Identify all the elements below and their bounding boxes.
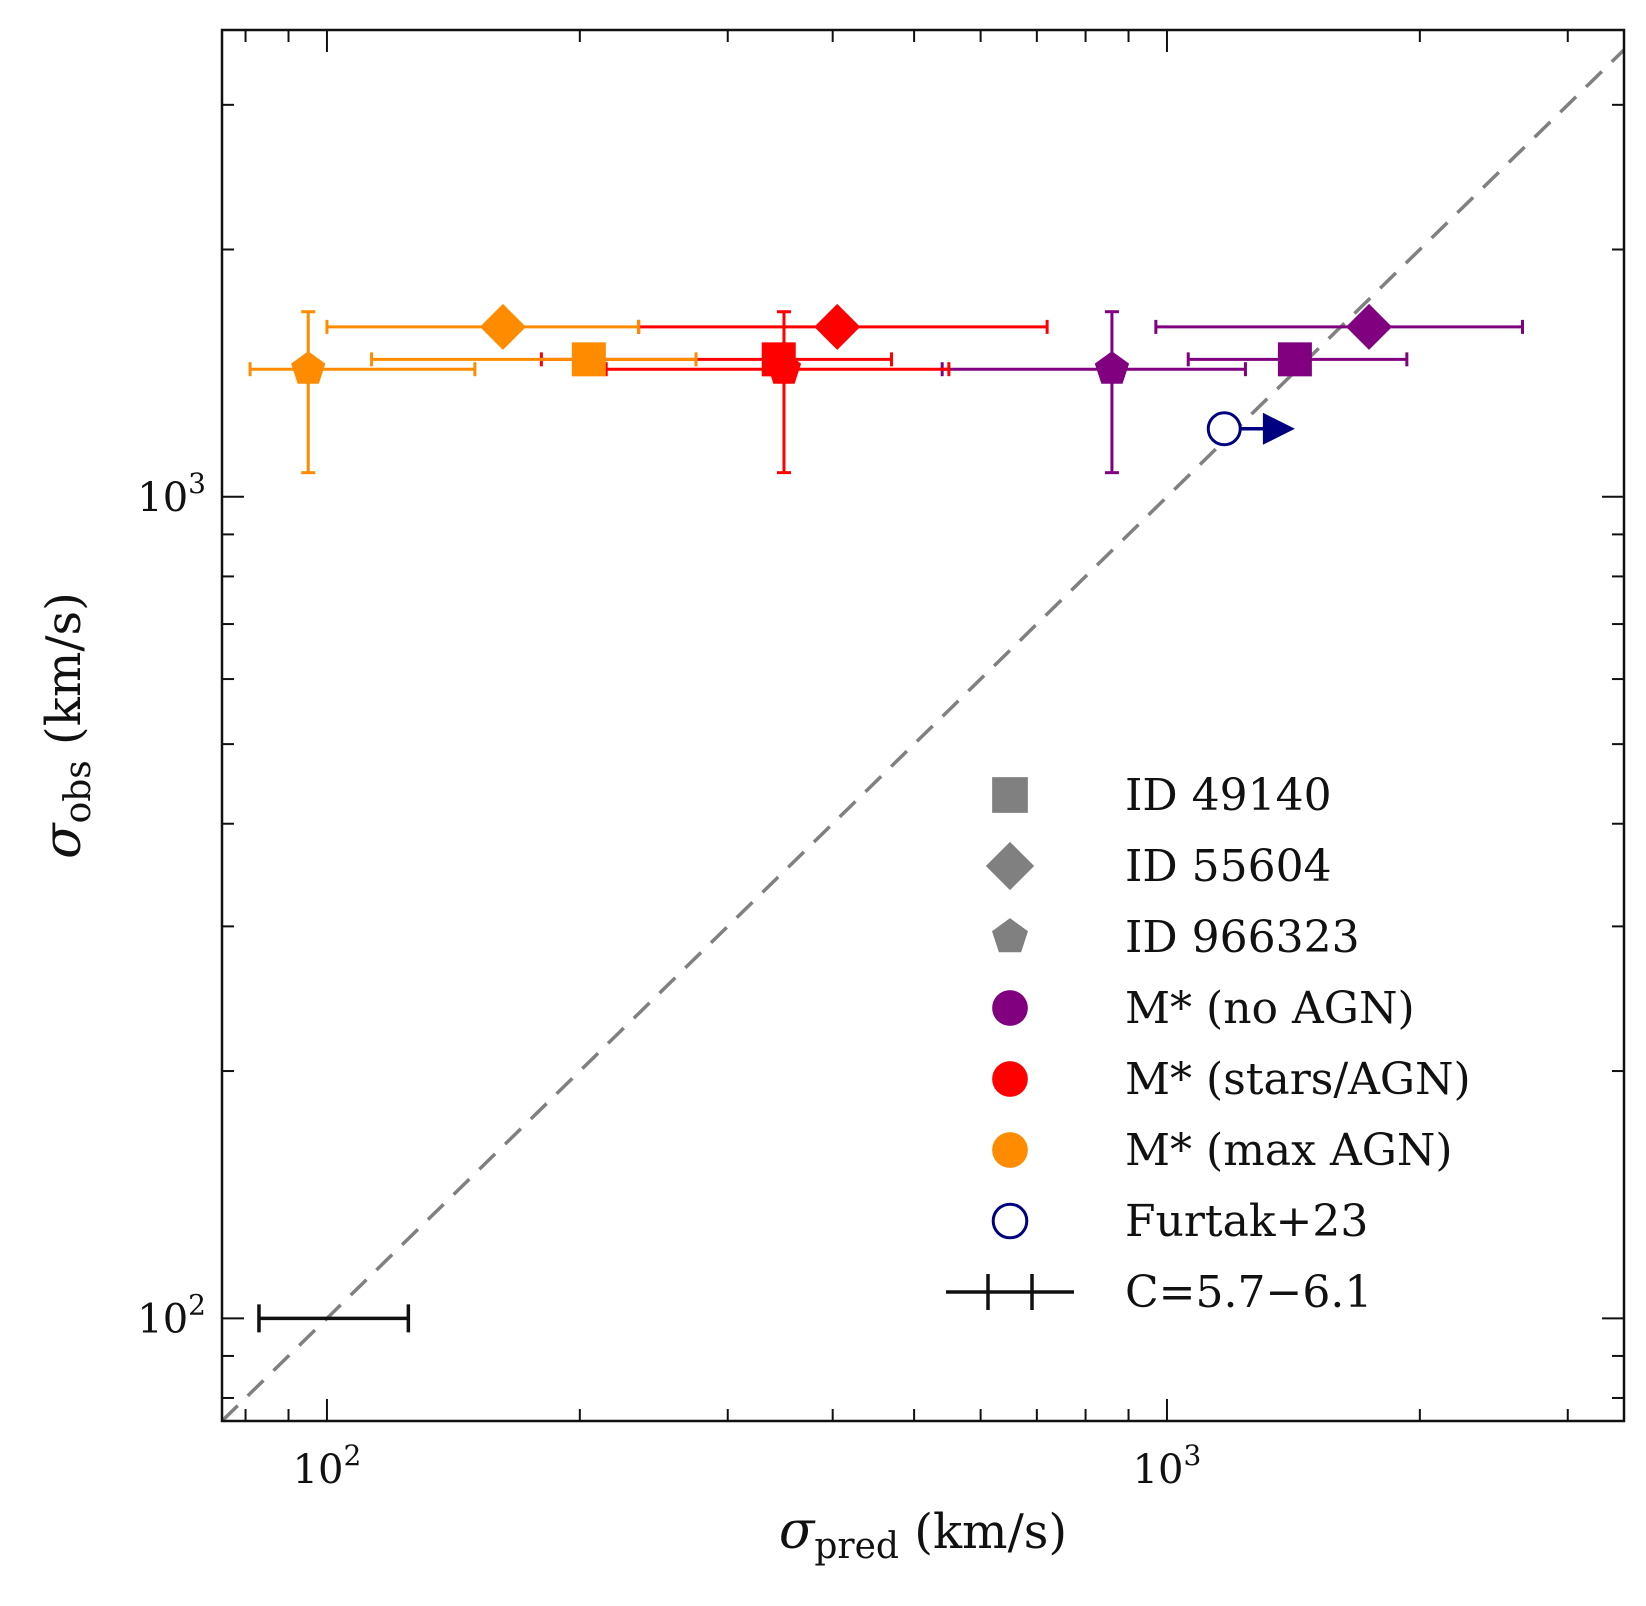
legend-label: ID 55604: [1125, 841, 1332, 892]
plot-area: [222, 48, 1624, 1421]
legend-label: C=5.7−6.1: [1125, 1267, 1372, 1318]
legend-label: ID 966323: [1125, 912, 1360, 963]
y-tick-label: 103: [137, 467, 206, 521]
legend-label: M* (max AGN): [1125, 1125, 1453, 1176]
legend-entry: M* (stars/AGN): [992, 1054, 1471, 1105]
legend-entry: ID 55604: [985, 841, 1332, 892]
legend-label: Furtak+23: [1125, 1196, 1368, 1247]
legend-entry: C=5.7−6.1: [946, 1267, 1372, 1318]
one-to-one-line: [222, 48, 1624, 1421]
legend-marker-pentagon: [992, 918, 1028, 953]
systematic-error-bar: [257, 1304, 411, 1333]
legend-label: M* (no AGN): [1125, 983, 1415, 1034]
data-point-2: [1154, 303, 1525, 350]
marker-square: [1277, 342, 1312, 377]
x-tick-label: 103: [1133, 1439, 1202, 1493]
legend-marker-circle: [992, 1132, 1028, 1168]
limit-arrow-head: [1262, 412, 1295, 445]
legend-marker-square: [992, 777, 1028, 813]
legend: ID 49140 ID 55604 ID 966323 M* (no AGN) M* (…: [946, 770, 1471, 1318]
legend-marker-circle: [992, 990, 1028, 1026]
marker-pentagon: [766, 351, 802, 384]
data-point-7: [370, 342, 698, 377]
marker-diamond: [814, 303, 861, 350]
y-tick-label: 102: [137, 1288, 206, 1342]
marker-pentagon: [1094, 351, 1130, 384]
data-point-9: [248, 310, 477, 475]
data-point-10: [1206, 411, 1295, 447]
data-point-6: [604, 310, 951, 475]
legend-marker-circle: [992, 1061, 1028, 1097]
legend-label: M* (stars/AGN): [1125, 1054, 1471, 1105]
legend-marker-diamond: [985, 841, 1035, 891]
legend-label: ID 49140: [1125, 770, 1332, 821]
x-tick-label: 102: [293, 1439, 362, 1493]
marker-diamond: [1346, 303, 1393, 350]
data-point-1: [1186, 342, 1409, 377]
legend-entry: Furtak+23: [991, 1196, 1368, 1247]
legend-marker-open-circle: [991, 1202, 1029, 1240]
y-axis-title: σobs (km/s): [33, 592, 99, 859]
marker-open-circle: [1206, 411, 1242, 447]
legend-entry: M* (max AGN): [992, 1125, 1453, 1176]
marker-pentagon: [291, 351, 326, 384]
data-point-3: [940, 310, 1247, 475]
legend-entry: ID 49140: [992, 770, 1332, 821]
legend-entry: ID 966323: [992, 912, 1360, 963]
marker-diamond: [479, 303, 526, 350]
axes: 102 103 102 103: [137, 28, 1626, 1493]
data-point-8: [325, 303, 641, 350]
data-point-5: [637, 303, 1049, 350]
legend-entry: M* (no AGN): [992, 983, 1415, 1034]
x-axis-title: σpred (km/s): [779, 1501, 1067, 1567]
plot-frame: [220, 28, 1626, 1423]
marker-square: [571, 342, 606, 377]
